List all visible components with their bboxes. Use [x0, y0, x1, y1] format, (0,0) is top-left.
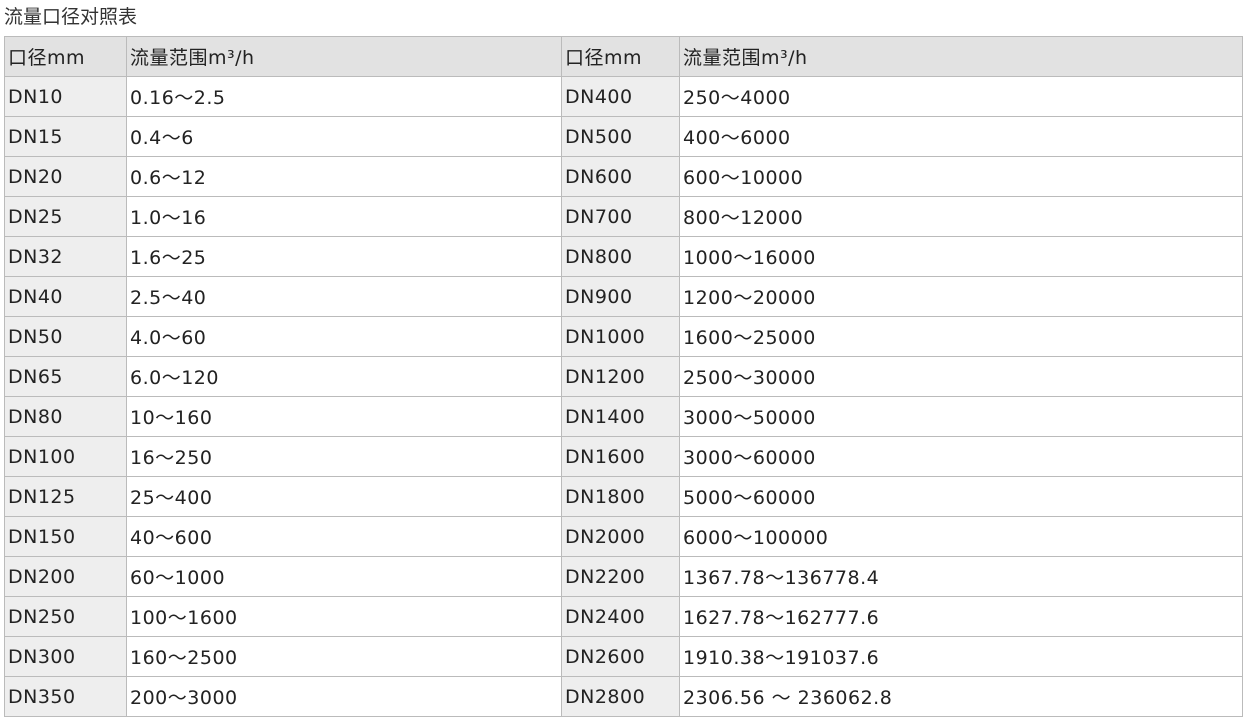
diameter-cell: DN600 [561, 156, 680, 197]
flow-range-cell: 2.5～40 [126, 276, 562, 317]
flow-diameter-table: 口径mm 流量范围m³/h 口径mm 流量范围m³/h DN10 0.16～2.5… [4, 36, 1243, 717]
flow-range-cell: 1910.38～191037.6 [679, 636, 1243, 677]
diameter-cell: DN300 [4, 636, 127, 677]
flow-range-cell: 1.0～16 [126, 196, 562, 237]
header-flow-range: 流量范围m³/h [679, 36, 1243, 77]
flow-range-cell: 400～6000 [679, 116, 1243, 157]
diameter-cell: DN700 [561, 196, 680, 237]
table-row: DN65 6.0～120 DN1200 2500～30000 [4, 356, 1243, 397]
diameter-cell: DN65 [4, 356, 127, 397]
flow-range-cell: 40～600 [126, 516, 562, 557]
diameter-cell: DN900 [561, 276, 680, 317]
table-row: DN20 0.6～12 DN600 600～10000 [4, 156, 1243, 197]
table-row: DN150 40～600 DN2000 6000～100000 [4, 516, 1243, 557]
flow-range-cell: 2306.56 ～ 236062.8 [679, 676, 1243, 717]
table-row: DN25 1.0～16 DN700 800～12000 [4, 196, 1243, 237]
diameter-cell: DN20 [4, 156, 127, 197]
page-title: 流量口径对照表 [4, 6, 138, 28]
table-row: DN125 25～400 DN1800 5000～60000 [4, 476, 1243, 517]
flow-range-cell: 0.16～2.5 [126, 76, 562, 117]
diameter-cell: DN1200 [561, 356, 680, 397]
diameter-cell: DN1800 [561, 476, 680, 517]
flow-range-cell: 0.6～12 [126, 156, 562, 197]
flow-range-cell: 100～1600 [126, 596, 562, 637]
flow-range-cell: 1600～25000 [679, 316, 1243, 357]
diameter-cell: DN350 [4, 676, 127, 717]
flow-range-cell: 5000～60000 [679, 476, 1243, 517]
table-row: DN250 100～1600 DN2400 1627.78～162777.6 [4, 596, 1243, 637]
table-header-row: 口径mm 流量范围m³/h 口径mm 流量范围m³/h [4, 36, 1243, 77]
table-row: DN200 60～1000 DN2200 1367.78～136778.4 [4, 556, 1243, 597]
flow-range-cell: 1.6～25 [126, 236, 562, 277]
diameter-cell: DN125 [4, 476, 127, 517]
flow-range-cell: 600～10000 [679, 156, 1243, 197]
flow-range-cell: 200～3000 [126, 676, 562, 717]
diameter-cell: DN32 [4, 236, 127, 277]
table-row: DN350 200～3000 DN2800 2306.56 ～ 236062.8 [4, 676, 1243, 717]
diameter-cell: DN2600 [561, 636, 680, 677]
diameter-cell: DN1600 [561, 436, 680, 477]
diameter-cell: DN800 [561, 236, 680, 277]
diameter-cell: DN1400 [561, 396, 680, 437]
diameter-cell: DN2000 [561, 516, 680, 557]
table-row: DN50 4.0～60 DN1000 1600～25000 [4, 316, 1243, 357]
flow-range-cell: 3000～50000 [679, 396, 1243, 437]
diameter-cell: DN80 [4, 396, 127, 437]
flow-range-cell: 25～400 [126, 476, 562, 517]
table-row: DN100 16～250 DN1600 3000～60000 [4, 436, 1243, 477]
diameter-cell: DN50 [4, 316, 127, 357]
header-diameter: 口径mm [561, 36, 680, 77]
diameter-cell: DN150 [4, 516, 127, 557]
diameter-cell: DN250 [4, 596, 127, 637]
diameter-cell: DN10 [4, 76, 127, 117]
diameter-cell: DN25 [4, 196, 127, 237]
diameter-cell: DN15 [4, 116, 127, 157]
diameter-cell: DN2800 [561, 676, 680, 717]
table-row: DN80 10～160 DN1400 3000～50000 [4, 396, 1243, 437]
flow-range-cell: 60～1000 [126, 556, 562, 597]
flow-range-cell: 1000～16000 [679, 236, 1243, 277]
diameter-cell: DN100 [4, 436, 127, 477]
flow-range-cell: 1367.78～136778.4 [679, 556, 1243, 597]
diameter-cell: DN200 [4, 556, 127, 597]
header-diameter: 口径mm [4, 36, 127, 77]
flow-range-cell: 3000～60000 [679, 436, 1243, 477]
table-row: DN300 160～2500 DN2600 1910.38～191037.6 [4, 636, 1243, 677]
flow-range-cell: 6.0～120 [126, 356, 562, 397]
diameter-cell: DN500 [561, 116, 680, 157]
table-row: DN40 2.5～40 DN900 1200～20000 [4, 276, 1243, 317]
flow-range-cell: 10～160 [126, 396, 562, 437]
diameter-cell: DN40 [4, 276, 127, 317]
table-row: DN32 1.6～25 DN800 1000～16000 [4, 236, 1243, 277]
table-row: DN10 0.16～2.5 DN400 250～4000 [4, 76, 1243, 117]
flow-range-cell: 6000～100000 [679, 516, 1243, 557]
diameter-cell: DN2200 [561, 556, 680, 597]
flow-range-cell: 2500～30000 [679, 356, 1243, 397]
flow-range-cell: 250～4000 [679, 76, 1243, 117]
flow-range-cell: 800～12000 [679, 196, 1243, 237]
flow-range-cell: 1627.78～162777.6 [679, 596, 1243, 637]
diameter-cell: DN400 [561, 76, 680, 117]
header-flow-range: 流量范围m³/h [126, 36, 562, 77]
table-row: DN15 0.4～6 DN500 400～6000 [4, 116, 1243, 157]
flow-range-cell: 1200～20000 [679, 276, 1243, 317]
diameter-cell: DN1000 [561, 316, 680, 357]
flow-range-cell: 0.4～6 [126, 116, 562, 157]
diameter-cell: DN2400 [561, 596, 680, 637]
flow-range-cell: 16～250 [126, 436, 562, 477]
flow-range-cell: 160～2500 [126, 636, 562, 677]
flow-range-cell: 4.0～60 [126, 316, 562, 357]
